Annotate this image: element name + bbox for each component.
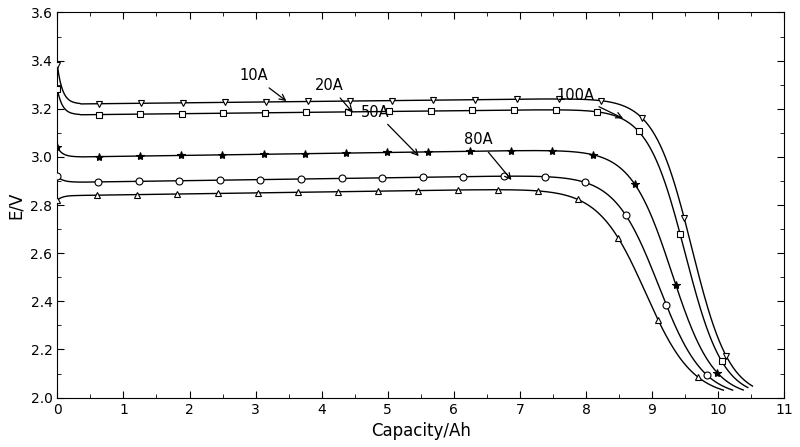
Text: 50A: 50A: [362, 105, 418, 155]
Text: 80A: 80A: [464, 132, 510, 179]
Text: 10A: 10A: [239, 68, 286, 100]
Text: 100A: 100A: [556, 88, 622, 118]
Y-axis label: E/V: E/V: [7, 191, 25, 219]
Text: 20A: 20A: [315, 78, 352, 112]
X-axis label: Capacity/Ah: Capacity/Ah: [371, 422, 470, 440]
